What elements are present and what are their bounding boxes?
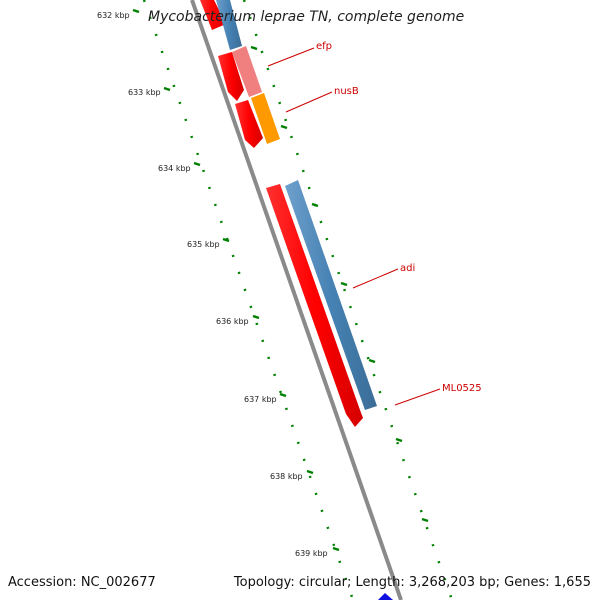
gene-feature	[285, 180, 377, 410]
tick-mark	[163, 86, 171, 92]
gene-label-adi: adi	[400, 263, 415, 274]
leader-line-nusB	[285, 91, 333, 113]
accession-text: Accession: NC_002677	[8, 575, 156, 590]
cds-feature	[235, 100, 263, 148]
tick-label: 633 kbp	[128, 88, 161, 97]
tick-label: 634 kbp	[158, 164, 191, 173]
gene-nusB	[251, 93, 280, 144]
leader-line-efp	[267, 47, 315, 67]
gene-label-ML0525: ML0525	[442, 383, 482, 394]
leader-line-ML0525	[394, 388, 441, 406]
tick-label: 632 kbp	[97, 11, 130, 20]
tick-mark	[132, 8, 140, 14]
tick-mark	[250, 45, 258, 51]
tick-mark	[332, 546, 340, 552]
tick-mark	[193, 161, 201, 167]
gene-feature	[216, 0, 242, 50]
tick-label: 639 kbp	[295, 549, 328, 558]
tick-mark	[306, 469, 314, 475]
cds-feature	[266, 184, 363, 427]
bottom-feature	[378, 593, 393, 600]
tick-mark	[279, 392, 287, 398]
tick-mark	[222, 237, 230, 243]
tick-label: 635 kbp	[187, 240, 220, 249]
cds-feature	[218, 52, 244, 101]
cds-feature	[200, 0, 226, 30]
major-ticks	[132, 8, 429, 552]
tick-mark	[395, 437, 403, 443]
tick-mark	[311, 202, 319, 208]
tick-mark	[340, 281, 348, 287]
tick-label: 637 kbp	[244, 395, 277, 404]
tick-mark	[368, 358, 376, 364]
tick-mark	[421, 517, 429, 523]
map-title: Mycobacterium leprae TN, complete genome	[148, 9, 465, 25]
tick-label: 638 kbp	[270, 472, 303, 481]
forward-strand-cds	[216, 0, 377, 410]
tick-mark	[252, 314, 260, 320]
leader-line-adi	[352, 268, 399, 289]
genome-backbone	[190, 0, 403, 600]
gene-efp	[232, 46, 262, 97]
gene-label-efp: efp	[316, 41, 332, 52]
gene-label-nusB: nusB	[334, 86, 359, 97]
reverse-strand-cds	[200, 0, 363, 427]
tick-mark	[280, 124, 288, 130]
tick-label: 636 kbp	[216, 317, 249, 326]
genome-summary-text: Topology: circular; Length: 3,268,203 bp…	[233, 575, 591, 590]
